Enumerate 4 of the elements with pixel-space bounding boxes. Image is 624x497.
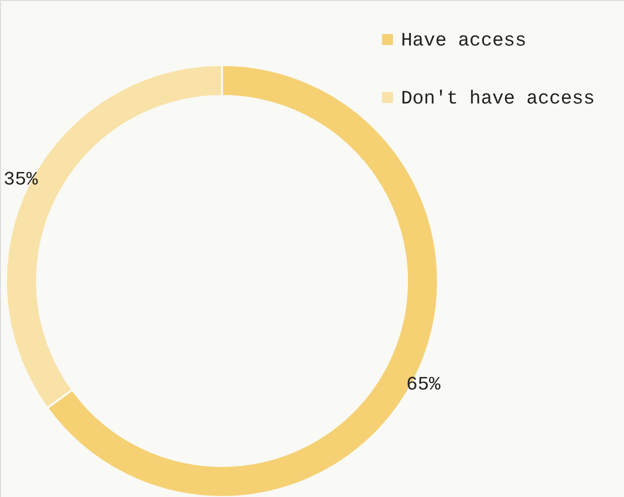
data-label: 65%: [406, 374, 442, 396]
legend-label: Have access: [401, 30, 526, 52]
data-label: 35%: [4, 168, 38, 190]
legend-label: Don't have access: [401, 88, 595, 110]
